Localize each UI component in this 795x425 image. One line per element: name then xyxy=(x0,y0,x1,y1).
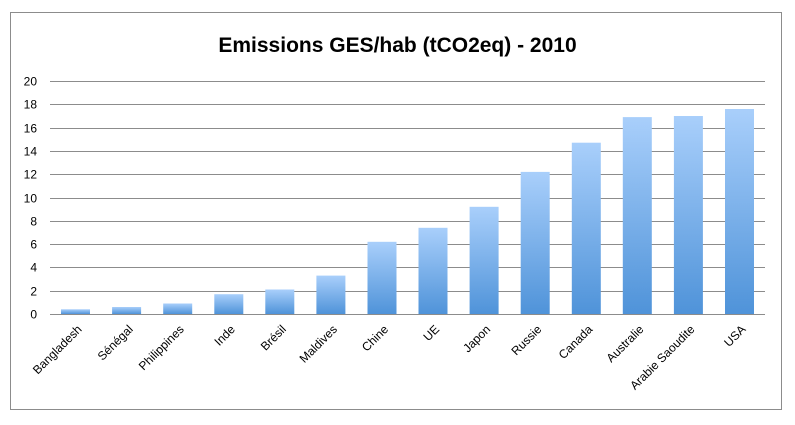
x-tick-label: Philippines xyxy=(136,322,187,373)
y-tick-label: 16 xyxy=(24,122,38,136)
x-tick-label: Australie xyxy=(604,322,647,365)
bar-inde xyxy=(214,294,244,314)
y-axis-ticks: 0 2 4 6 8 10 12 14 16 18 20 xyxy=(24,75,38,322)
bar-philippines xyxy=(163,303,193,314)
bar-brésil xyxy=(265,289,295,314)
bar-canada xyxy=(571,142,601,314)
x-tick-label: Maldives xyxy=(297,322,340,365)
y-tick-label: 20 xyxy=(24,75,38,89)
bar-bangladesh xyxy=(61,309,90,314)
chart-frame xyxy=(10,12,782,410)
y-tick-label: 0 xyxy=(30,308,37,322)
x-tick-label: USA xyxy=(721,322,748,349)
bar-arabie-saoudite xyxy=(673,116,703,314)
x-tick-label: Japon xyxy=(460,322,493,355)
x-tick-label: Russie xyxy=(508,322,544,358)
bar-japon xyxy=(469,206,499,314)
bar-russie xyxy=(520,171,550,314)
y-tick-label: 12 xyxy=(24,168,38,182)
bar-chine xyxy=(367,241,397,314)
x-tick-label: Canada xyxy=(556,322,596,362)
bar-maldives xyxy=(316,275,346,314)
y-tick-label: 18 xyxy=(24,98,38,112)
y-tick-label: 14 xyxy=(24,145,38,159)
chart-title: Emissions GES/hab (tCO2eq) - 2010 xyxy=(218,34,577,57)
bar-ue xyxy=(418,227,448,314)
x-tick-label: Sénégal xyxy=(95,322,136,363)
x-tick-label: UE xyxy=(420,322,442,344)
gridlines xyxy=(50,81,765,315)
y-tick-label: 10 xyxy=(24,192,38,206)
x-tick-label: Brésil xyxy=(258,322,289,353)
y-tick-label: 2 xyxy=(30,285,37,299)
y-tick-label: 6 xyxy=(30,238,37,252)
y-tick-label: 4 xyxy=(30,261,37,275)
bar-australie xyxy=(622,117,652,314)
y-tick-label: 8 xyxy=(30,215,37,229)
bar-sénégal xyxy=(112,307,142,314)
bars xyxy=(61,109,754,314)
bar-usa xyxy=(725,109,754,314)
x-tick-label: Inde xyxy=(211,322,238,349)
x-tick-label: Bangladesh xyxy=(30,322,85,377)
x-axis-labels: Bangladesh Sénégal Philippines Inde Brésil Ma… xyxy=(30,322,749,393)
x-tick-label: Chine xyxy=(359,322,391,354)
